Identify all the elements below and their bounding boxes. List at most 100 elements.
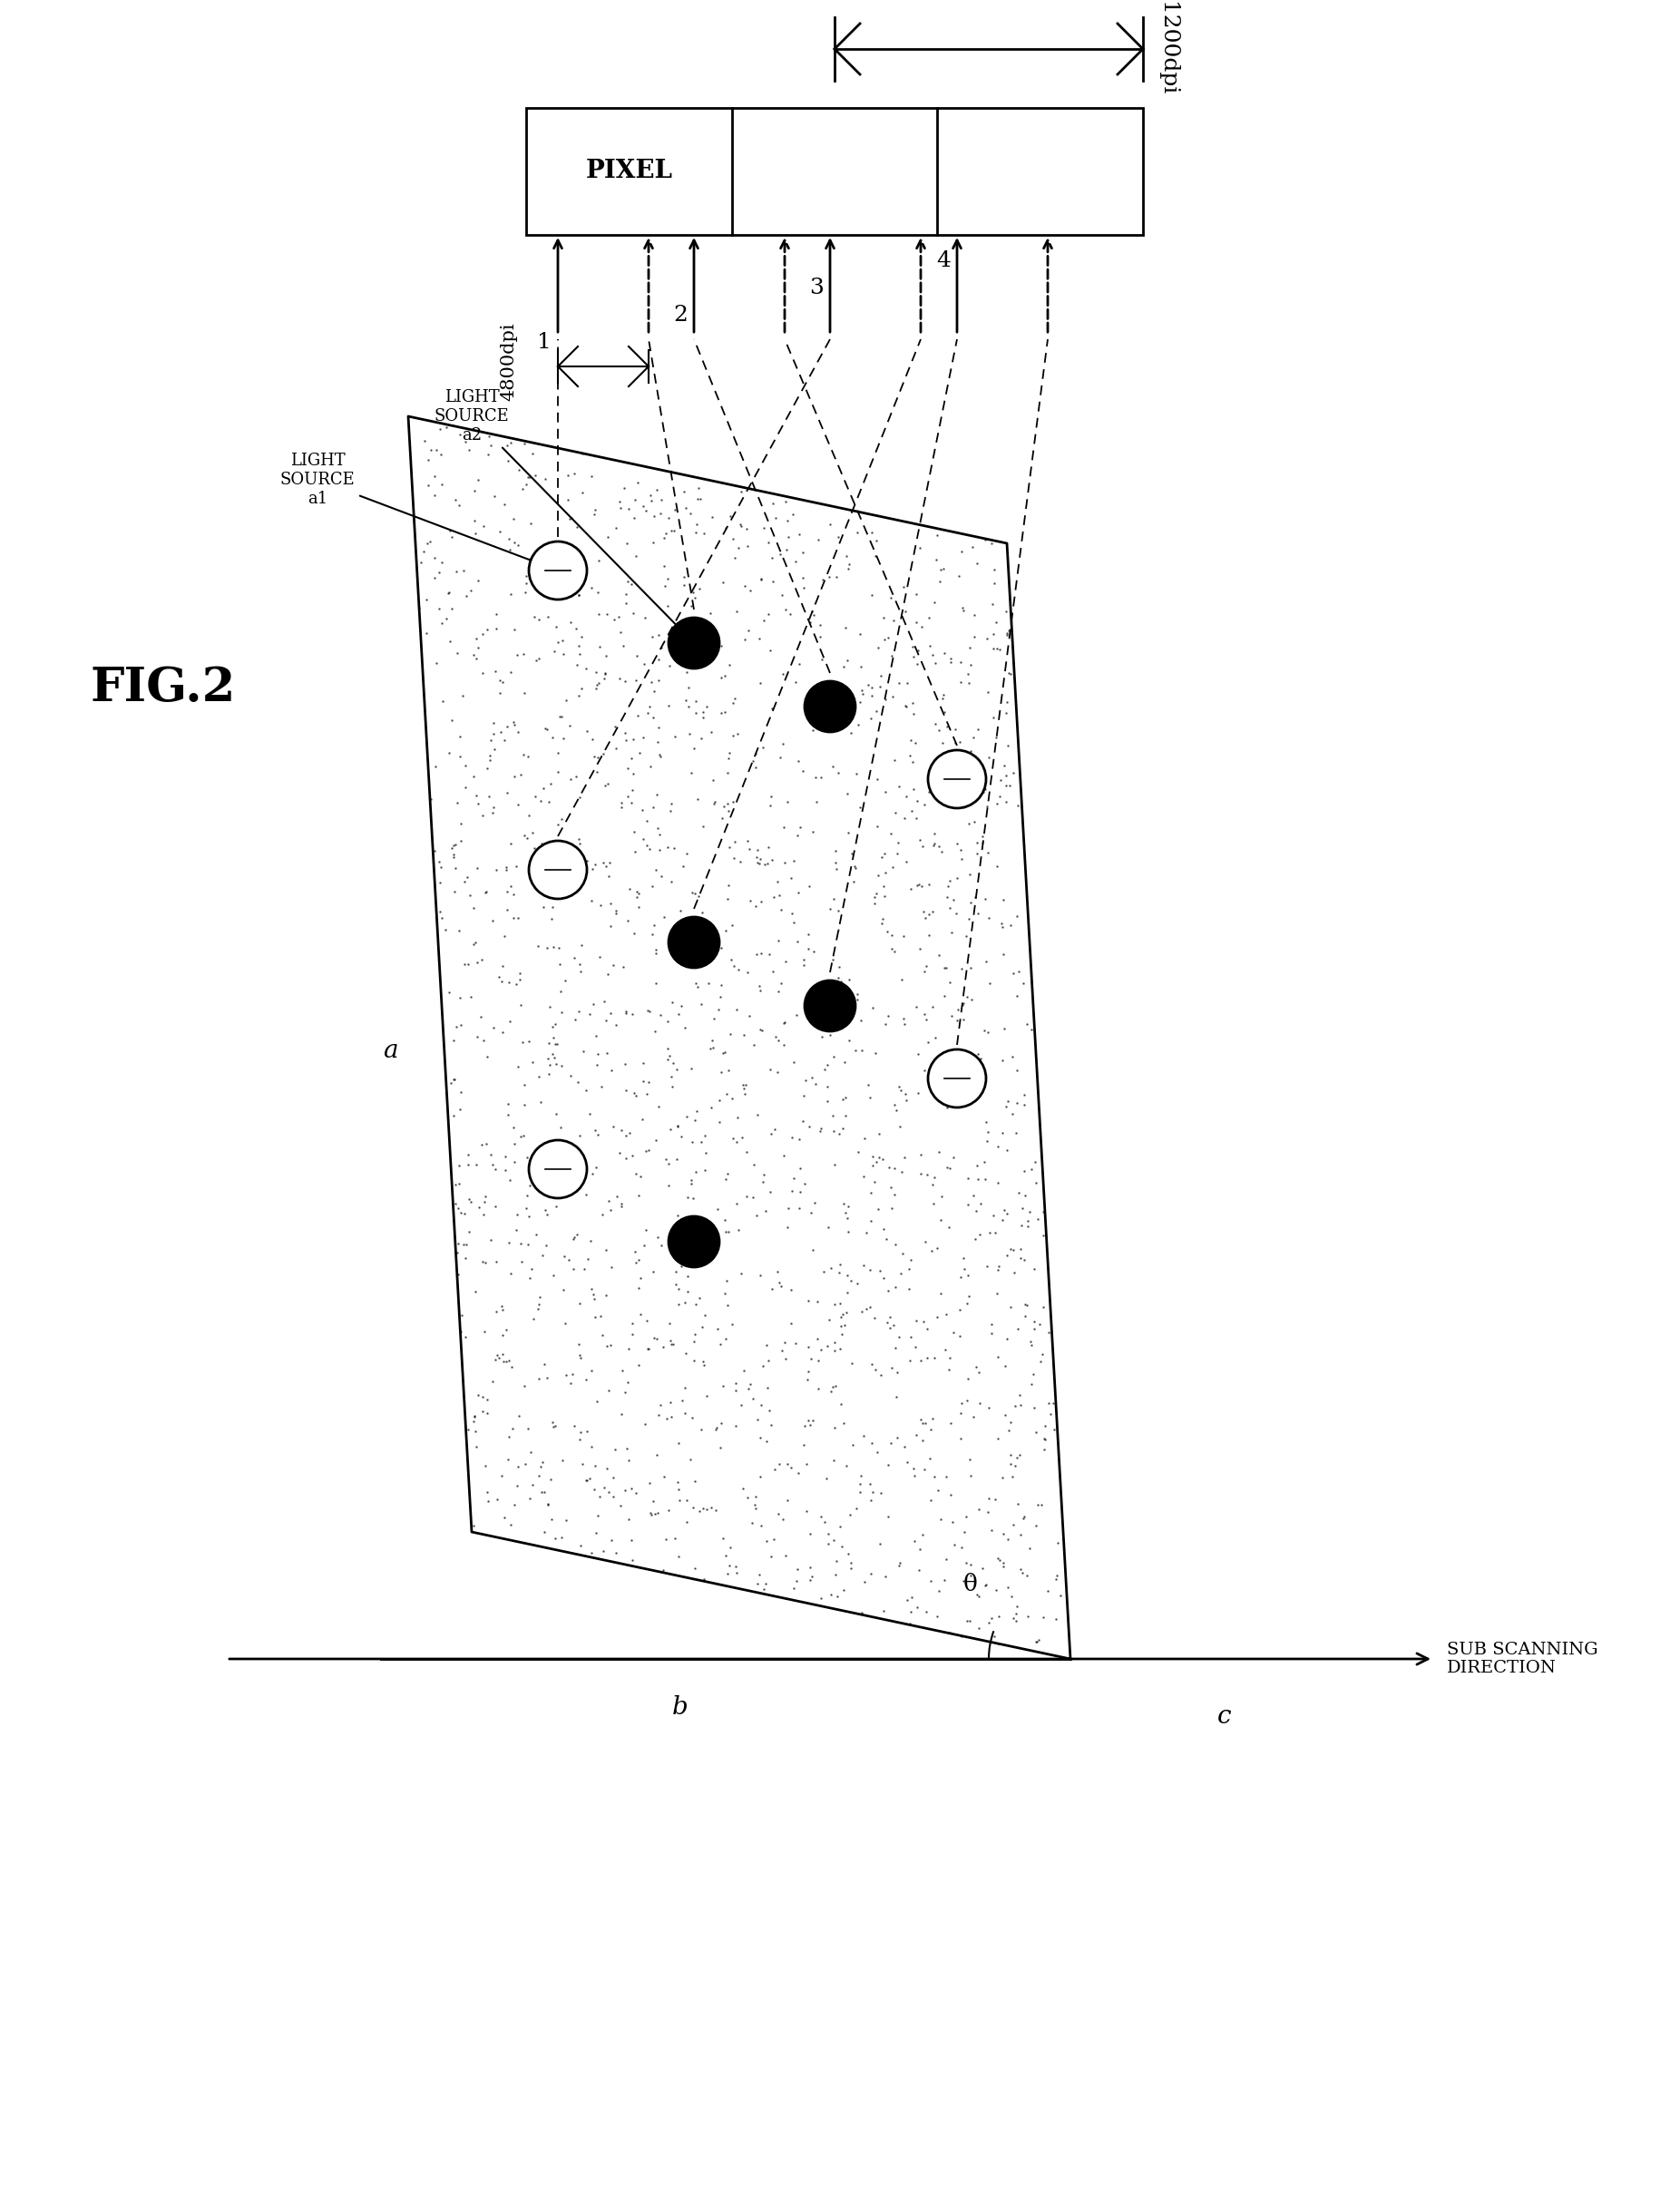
Point — [440, 828, 467, 863]
Point — [516, 1169, 543, 1204]
Point — [482, 1189, 509, 1224]
Point — [561, 538, 588, 572]
Point — [674, 835, 701, 870]
Point — [585, 666, 612, 701]
Point — [932, 1333, 959, 1368]
Point — [1010, 1501, 1037, 1536]
Point — [514, 1141, 541, 1176]
Point — [647, 739, 674, 773]
Point — [531, 1346, 558, 1381]
Point — [786, 516, 813, 551]
Point — [415, 468, 442, 503]
Point — [606, 662, 633, 697]
Point — [452, 579, 479, 614]
Point — [822, 1009, 848, 1044]
Point — [682, 1315, 709, 1350]
Point — [539, 719, 566, 754]
Circle shape — [805, 981, 855, 1031]
Text: 1200dpi: 1200dpi — [1156, 2, 1178, 96]
Point — [442, 826, 469, 861]
Point — [926, 564, 953, 599]
Point — [773, 592, 800, 627]
Point — [501, 1127, 528, 1162]
Point — [1032, 1422, 1058, 1457]
Point — [870, 621, 897, 656]
Point — [780, 1160, 806, 1195]
Point — [749, 730, 776, 765]
Point — [830, 1573, 857, 1608]
Point — [608, 1353, 635, 1387]
Point — [529, 1444, 556, 1479]
Point — [660, 1226, 687, 1261]
Point — [801, 760, 828, 795]
Point — [946, 559, 973, 594]
Point — [497, 867, 524, 902]
Point — [795, 1283, 822, 1318]
Point — [623, 1156, 650, 1191]
Point — [511, 426, 538, 461]
Point — [672, 1009, 699, 1044]
Point — [638, 1497, 665, 1532]
Point — [613, 994, 640, 1029]
Point — [714, 881, 741, 916]
Point — [491, 487, 517, 522]
Point — [746, 968, 773, 1003]
Point — [990, 1460, 1016, 1495]
Point — [1015, 1208, 1042, 1243]
Point — [680, 1324, 707, 1359]
Point — [1018, 1012, 1045, 1047]
Point — [647, 629, 674, 664]
Point — [479, 795, 506, 830]
Point — [645, 642, 672, 677]
Point — [484, 1337, 511, 1372]
Point — [897, 1606, 924, 1641]
Point — [685, 878, 712, 913]
Point — [664, 1108, 690, 1143]
Point — [964, 1492, 991, 1527]
Point — [438, 830, 465, 865]
Point — [494, 874, 521, 909]
Point — [479, 902, 506, 937]
Point — [906, 867, 932, 902]
Point — [682, 1287, 709, 1322]
Point — [701, 1001, 727, 1036]
Point — [942, 712, 969, 747]
Point — [583, 754, 610, 789]
Point — [974, 1014, 1001, 1049]
Point — [892, 1077, 919, 1112]
Point — [440, 874, 467, 909]
Point — [633, 1134, 660, 1169]
Point — [491, 1501, 517, 1536]
Point — [566, 553, 593, 588]
Point — [978, 1512, 1005, 1547]
Point — [684, 507, 711, 542]
Point — [766, 878, 793, 913]
Point — [606, 1136, 633, 1171]
Point — [680, 575, 707, 610]
Point — [623, 1077, 650, 1112]
Point — [778, 1307, 805, 1342]
Point — [937, 1477, 964, 1512]
Point — [911, 1304, 937, 1339]
Point — [884, 1379, 911, 1414]
Point — [837, 1263, 864, 1298]
Point — [680, 581, 707, 616]
Text: SUB SCANNING
DIRECTION: SUB SCANNING DIRECTION — [1446, 1641, 1598, 1676]
Point — [417, 524, 444, 559]
Point — [964, 546, 991, 581]
Point — [998, 1232, 1025, 1267]
Point — [900, 771, 927, 806]
Point — [978, 1315, 1005, 1350]
Point — [566, 680, 593, 714]
Point — [890, 1001, 917, 1036]
Point — [457, 878, 484, 913]
Point — [847, 789, 874, 824]
Point — [840, 1427, 867, 1462]
Point — [815, 1516, 842, 1551]
Point — [561, 457, 588, 492]
Point — [581, 1473, 608, 1508]
Point — [489, 1318, 516, 1353]
Point — [927, 1501, 954, 1536]
Point — [440, 1062, 467, 1097]
Point — [865, 859, 892, 894]
